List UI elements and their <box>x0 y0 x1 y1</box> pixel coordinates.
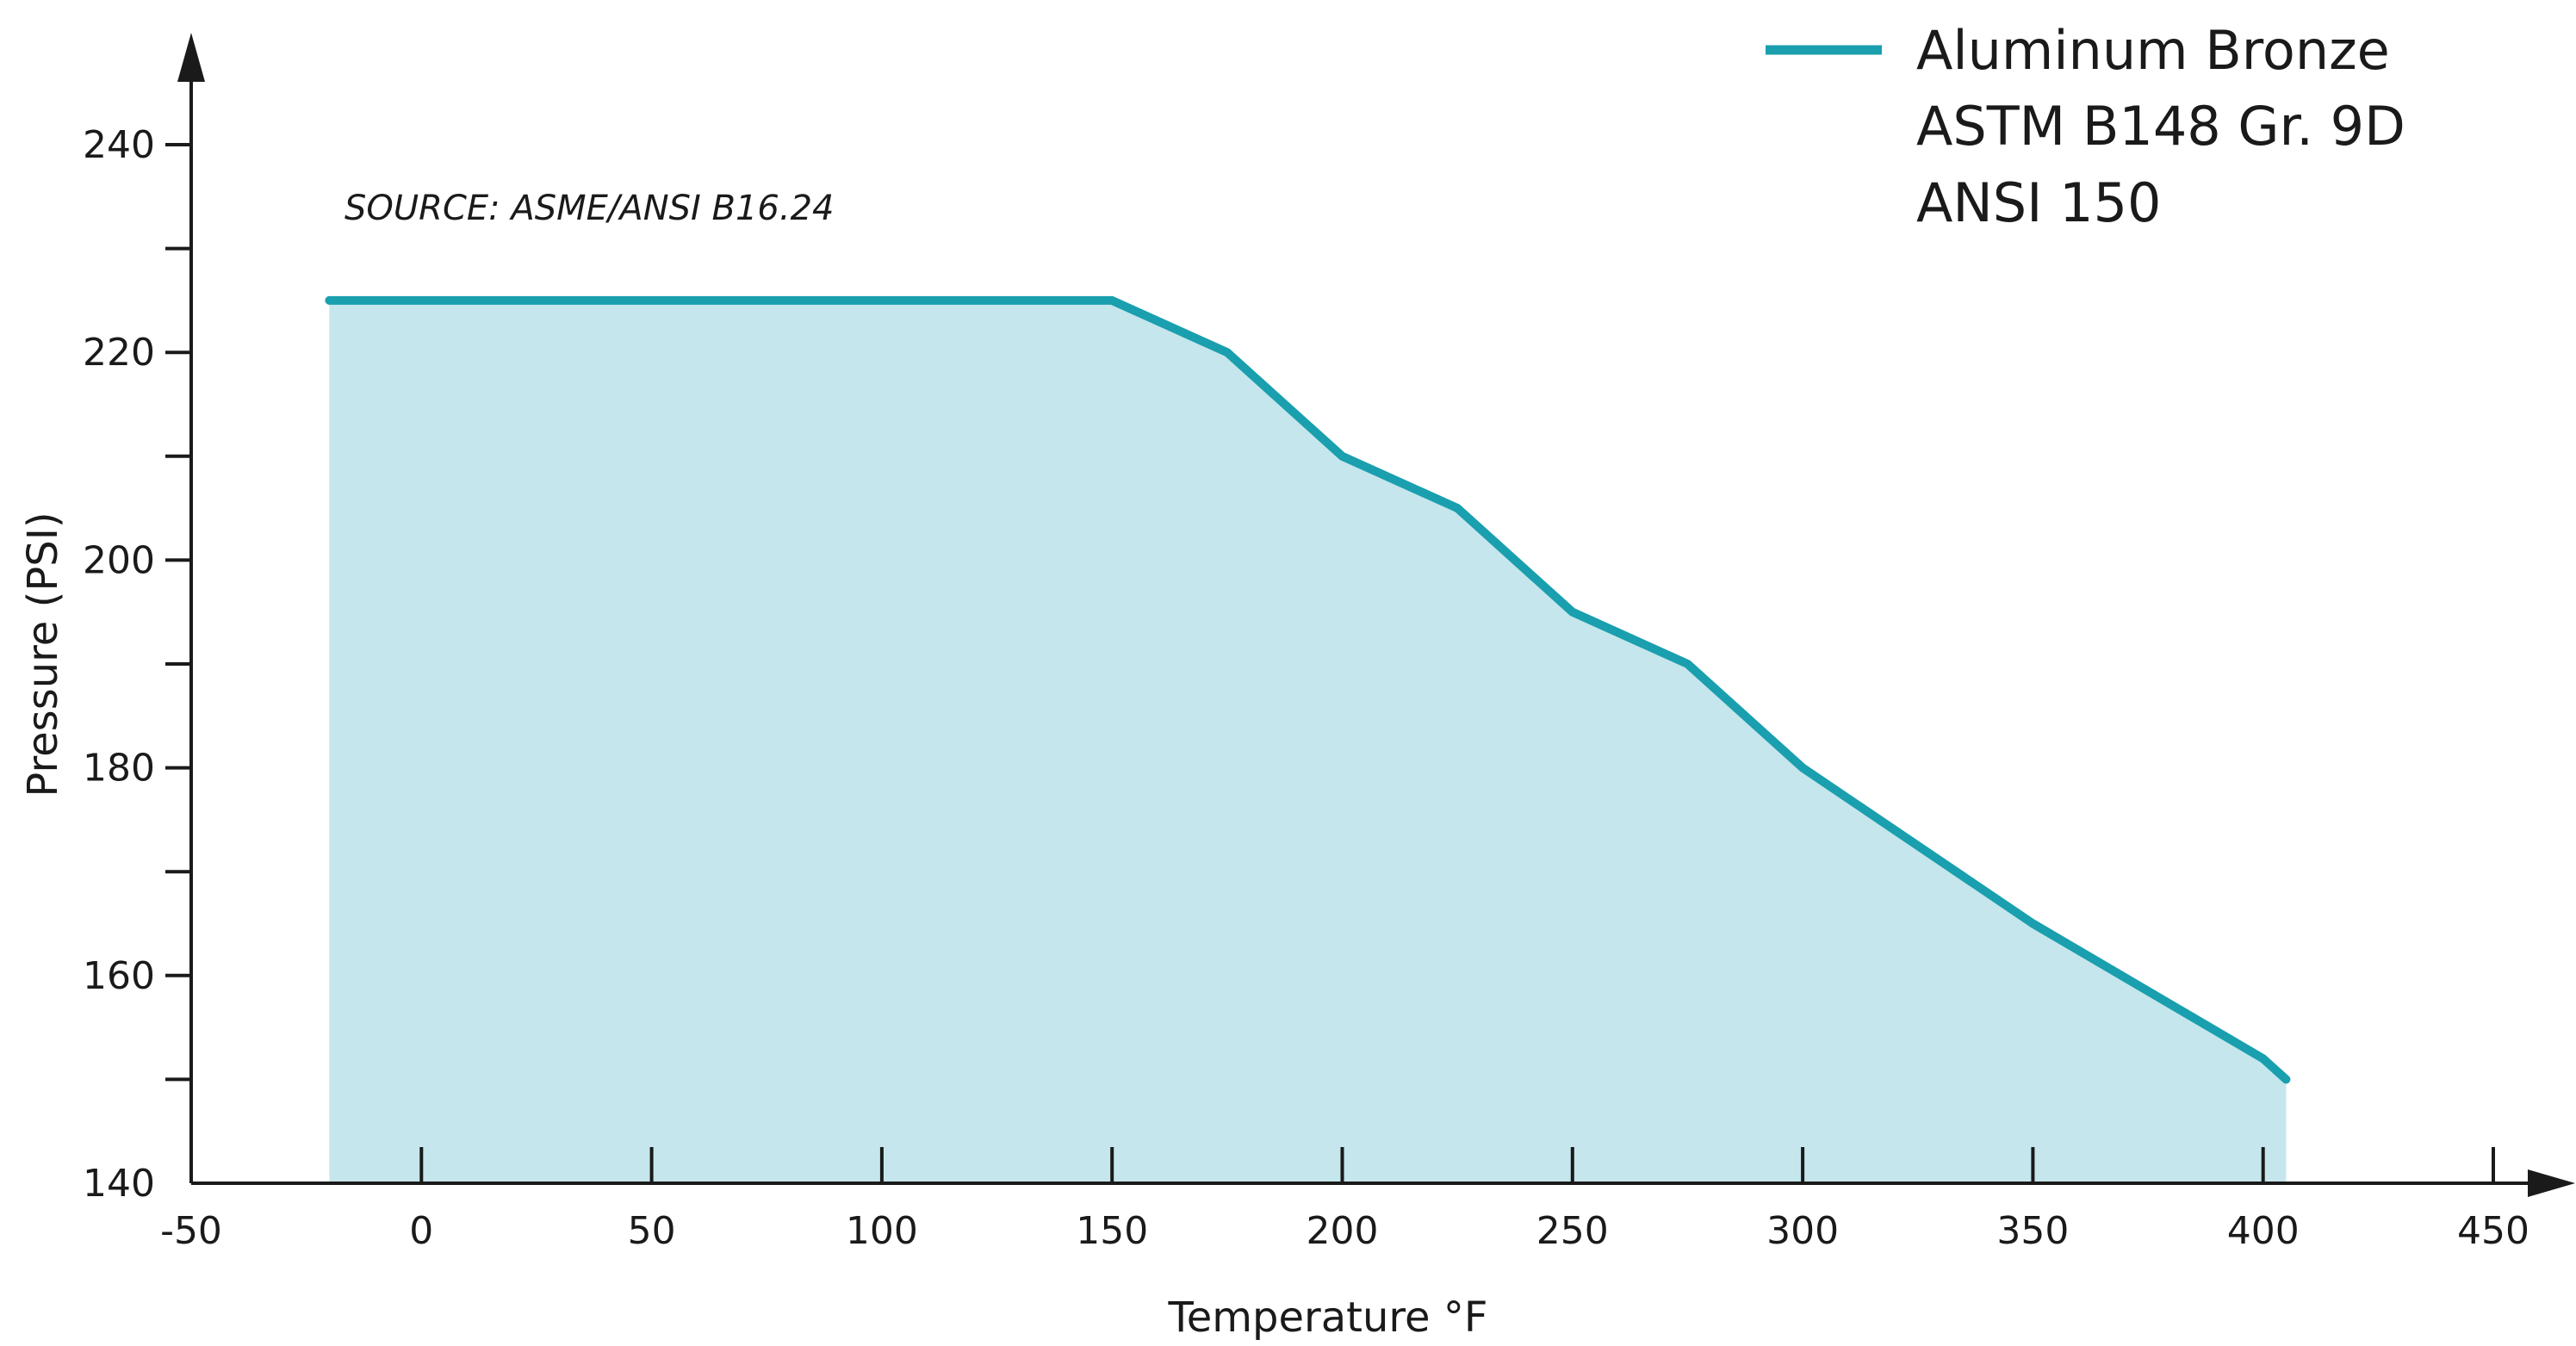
y-axis-title: Pressure (PSI) <box>19 512 67 797</box>
data-point <box>2262 1058 2264 1060</box>
y-tick-label: 140 <box>83 1162 155 1206</box>
y-tick-label: 200 <box>83 538 155 582</box>
data-point <box>1802 766 1804 769</box>
legend-line-2: ASTM B148 Gr. 9D <box>1916 95 2405 158</box>
ticks-layer: 140 160 180 200 220 240 -50 0 50 100 150 200 250 300 3… <box>83 123 2529 1253</box>
y-tick-label: 220 <box>83 331 155 375</box>
legend-line-3: ANSI 150 <box>1916 171 2161 234</box>
legend-line-1: Aluminum Bronze <box>1916 19 2390 82</box>
y-tick-label: 240 <box>83 123 155 167</box>
x-tick-label: 250 <box>1536 1209 1609 1253</box>
x-tick-label: 400 <box>2227 1209 2300 1253</box>
x-tick-label: 200 <box>1307 1209 1379 1253</box>
legend: Aluminum Bronze ASTM B148 Gr. 9D ANSI 15… <box>1766 19 2405 234</box>
data-point <box>2285 1078 2287 1081</box>
x-tick-label: 0 <box>409 1209 433 1253</box>
x-axis-title: Temperature °F <box>1168 1293 1488 1342</box>
x-tick-label: -50 <box>160 1209 222 1253</box>
x-tick-label: 100 <box>846 1209 918 1253</box>
data-point <box>1686 663 1689 665</box>
series-area-fill <box>329 300 2287 1183</box>
data-point <box>2032 922 2034 925</box>
data-point <box>1341 455 1344 457</box>
data-point <box>328 299 331 301</box>
x-tick-label: 350 <box>1996 1209 2069 1253</box>
y-axis-arrow <box>177 33 205 82</box>
x-tick-label: 300 <box>1766 1209 1839 1253</box>
x-tick-label: 150 <box>1076 1209 1148 1253</box>
area-layer <box>329 300 2287 1183</box>
x-axis-arrow <box>2528 1169 2575 1197</box>
data-point <box>1111 299 1114 301</box>
source-annotation: SOURCE: ASME/ANSI B16.24 <box>345 189 835 228</box>
data-point <box>1456 507 1459 510</box>
x-tick-label: 50 <box>628 1209 676 1253</box>
data-point <box>1226 351 1228 354</box>
y-tick-label: 160 <box>83 954 155 998</box>
data-point <box>1571 611 1574 613</box>
y-tick-label: 180 <box>83 747 155 791</box>
line-layer <box>325 295 2291 1084</box>
x-tick-label: 450 <box>2457 1209 2529 1253</box>
